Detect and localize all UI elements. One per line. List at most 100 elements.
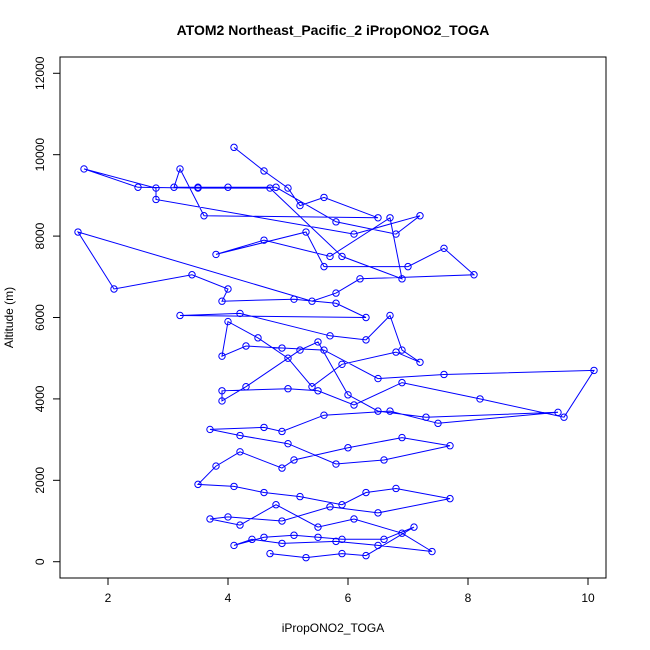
data-point	[278, 344, 286, 352]
data-point	[416, 358, 424, 366]
data-point	[170, 183, 178, 191]
data-point	[404, 262, 412, 271]
data-point	[332, 460, 340, 468]
data-point	[338, 360, 346, 369]
data-point	[326, 503, 334, 511]
data-point	[230, 541, 238, 550]
data-point	[74, 228, 82, 236]
data-point	[236, 309, 244, 318]
data-point	[260, 167, 268, 175]
data-point	[242, 382, 250, 391]
x-tick-label: 10	[581, 591, 595, 605]
data-point	[326, 332, 334, 340]
y-tick-label: 10000	[33, 138, 47, 172]
chart-title: ATOM2 Northeast_Pacific_2 iPropONO2_TOGA	[177, 22, 490, 38]
data-point	[206, 425, 214, 434]
data-point	[446, 494, 454, 503]
data-point	[392, 230, 400, 238]
data-point	[332, 289, 340, 297]
data-point	[440, 370, 448, 379]
data-point	[260, 423, 268, 432]
data-point	[320, 346, 328, 354]
data-point	[338, 501, 346, 509]
data-point	[350, 230, 358, 238]
data-point	[440, 244, 448, 253]
data-point	[224, 317, 232, 326]
x-tick-label: 8	[465, 591, 472, 605]
data-point	[446, 442, 454, 450]
data-point	[374, 374, 382, 383]
data-point	[398, 529, 406, 537]
data-point	[212, 462, 220, 470]
data-point	[110, 285, 118, 293]
data-point	[236, 448, 244, 456]
data-point	[176, 311, 184, 320]
data-point	[224, 285, 232, 293]
data-point	[218, 297, 226, 305]
data-point	[152, 195, 160, 204]
data-point	[422, 413, 430, 421]
y-tick-label: 4000	[33, 385, 47, 412]
data-point	[338, 252, 346, 261]
data-point	[260, 533, 268, 541]
data-point	[224, 183, 232, 191]
data-point	[296, 201, 304, 210]
data-point	[278, 427, 286, 436]
data-point	[284, 354, 292, 362]
data-point	[326, 252, 334, 261]
data-point	[374, 509, 382, 517]
series-line	[76, 147, 595, 559]
data-point	[254, 334, 262, 342]
data-point	[338, 549, 346, 558]
y-tick-label: 6000	[33, 304, 47, 331]
data-point	[344, 391, 352, 399]
data-point	[320, 262, 328, 271]
data-point	[194, 480, 202, 489]
data-point	[308, 297, 316, 305]
data-point	[176, 165, 184, 173]
data-point	[278, 517, 286, 525]
data-point	[290, 295, 298, 303]
data-point	[362, 313, 370, 322]
data-point	[314, 523, 322, 531]
data-point	[218, 397, 226, 405]
data-point	[314, 338, 322, 346]
data-point	[296, 492, 304, 501]
data-point	[218, 387, 226, 395]
data-point	[314, 387, 322, 395]
data-point	[332, 299, 340, 307]
y-tick-label: 12000	[33, 56, 47, 90]
data-point	[560, 413, 568, 421]
data-point	[134, 183, 142, 191]
data-point	[200, 212, 208, 220]
data-point	[290, 456, 298, 464]
x-tick-label: 2	[105, 591, 112, 605]
data-point	[332, 218, 340, 226]
data-point	[356, 275, 364, 283]
data-point	[362, 336, 370, 344]
data-point	[260, 488, 268, 497]
data-point	[230, 482, 238, 491]
data-point	[284, 385, 292, 393]
data-point	[272, 501, 280, 509]
data-point	[248, 535, 256, 544]
data-point	[554, 408, 562, 417]
y-tick-label: 8000	[33, 222, 47, 249]
data-point	[314, 533, 322, 541]
data-point	[362, 551, 370, 560]
data-point	[470, 271, 478, 279]
data-point	[320, 411, 328, 419]
data-point	[380, 535, 388, 544]
data-point	[224, 513, 232, 521]
x-axis-title: iPropONO2_TOGA	[282, 621, 384, 635]
data-point	[218, 352, 226, 360]
data-point	[398, 275, 406, 283]
y-axis-title: Altitude (m)	[2, 287, 16, 348]
data-point	[230, 143, 238, 152]
data-point	[260, 236, 268, 244]
data-point	[374, 541, 382, 550]
data-point	[476, 395, 484, 403]
data-point	[284, 184, 292, 192]
data-point	[392, 348, 400, 356]
